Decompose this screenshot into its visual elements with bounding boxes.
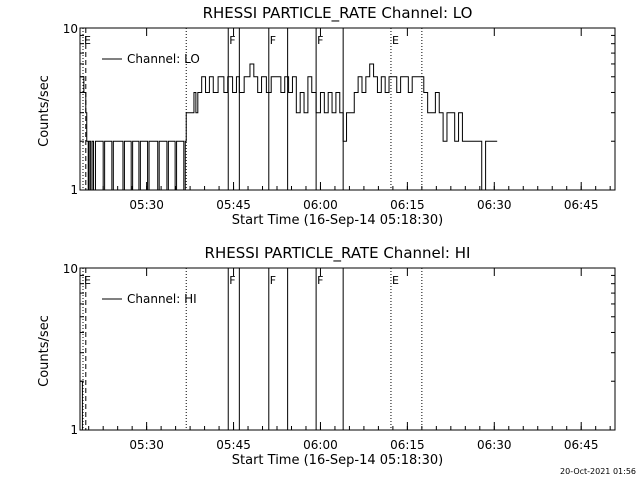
y-axis-label-hi: Counts/sec — [37, 315, 52, 387]
x-tick-label: 06:00 — [303, 198, 338, 212]
x-tick-label: 05:30 — [129, 198, 164, 212]
x-tick-label: 06:00 — [303, 438, 338, 452]
legend-label-lo: Channel: LO — [127, 52, 200, 66]
event-marker-label: F — [229, 274, 235, 287]
x-tick-label: 05:45 — [216, 438, 251, 452]
x-tick-label: 06:45 — [564, 438, 599, 452]
y-tick-label-1-lo: 1 — [70, 183, 78, 197]
plot-frame-lo — [79, 27, 616, 191]
x-axis-label-lo: Start Time (16-Sep-14 05:18:30) — [232, 213, 443, 228]
event-marker-label: E — [392, 274, 399, 287]
event-marker-label: E — [84, 34, 91, 47]
series-lo — [80, 63, 498, 191]
event-marker-label: F — [270, 274, 276, 287]
event-marker-label: F — [317, 34, 323, 47]
series-line-hi — [80, 380, 83, 431]
x-tick-label: 06:30 — [477, 198, 512, 212]
axis-ticks-lo: 05:30 05:45 06:00 06:15 06:30 06:45 — [80, 28, 615, 212]
panel-hi: RHESSI PARTICLE_RATE Channel: HI Counts/… — [37, 244, 616, 468]
x-tick-label: 05:45 — [216, 198, 251, 212]
y-tick-label-1-hi: 1 — [70, 423, 78, 437]
event-marker-label: F — [270, 34, 276, 47]
event-marker-label: F — [317, 274, 323, 287]
plot-frame-hi — [79, 267, 616, 431]
series-line-lo — [80, 63, 498, 191]
footer-timestamp: 20-Oct-2021 01:56 — [560, 467, 636, 476]
legend-label-hi: Channel: HI — [127, 292, 197, 306]
y-tick-label-10-lo: 10 — [63, 22, 78, 36]
series-hi — [80, 380, 83, 431]
x-tick-label: 06:45 — [564, 198, 599, 212]
x-tick-label: 06:15 — [390, 438, 425, 452]
panel-lo: RHESSI PARTICLE_RATE Channel: LO Counts/… — [37, 4, 616, 228]
x-tick-label: 06:15 — [390, 198, 425, 212]
event-marker-label: E — [392, 34, 399, 47]
chart-title-hi: RHESSI PARTICLE_RATE Channel: HI — [205, 244, 471, 263]
y-tick-label-10-hi: 10 — [63, 262, 78, 276]
event-marker-label: E — [84, 274, 91, 287]
chart-title-lo: RHESSI PARTICLE_RATE Channel: LO — [203, 4, 473, 23]
event-marker-label: F — [229, 34, 235, 47]
x-tick-label: 05:30 — [129, 438, 164, 452]
y-axis-label-lo: Counts/sec — [37, 75, 52, 147]
x-axis-label-hi: Start Time (16-Sep-14 05:18:30) — [232, 453, 443, 468]
x-tick-label: 06:30 — [477, 438, 512, 452]
axis-ticks-hi: 05:30 05:45 06:00 06:15 06:30 06:45 — [80, 268, 615, 452]
